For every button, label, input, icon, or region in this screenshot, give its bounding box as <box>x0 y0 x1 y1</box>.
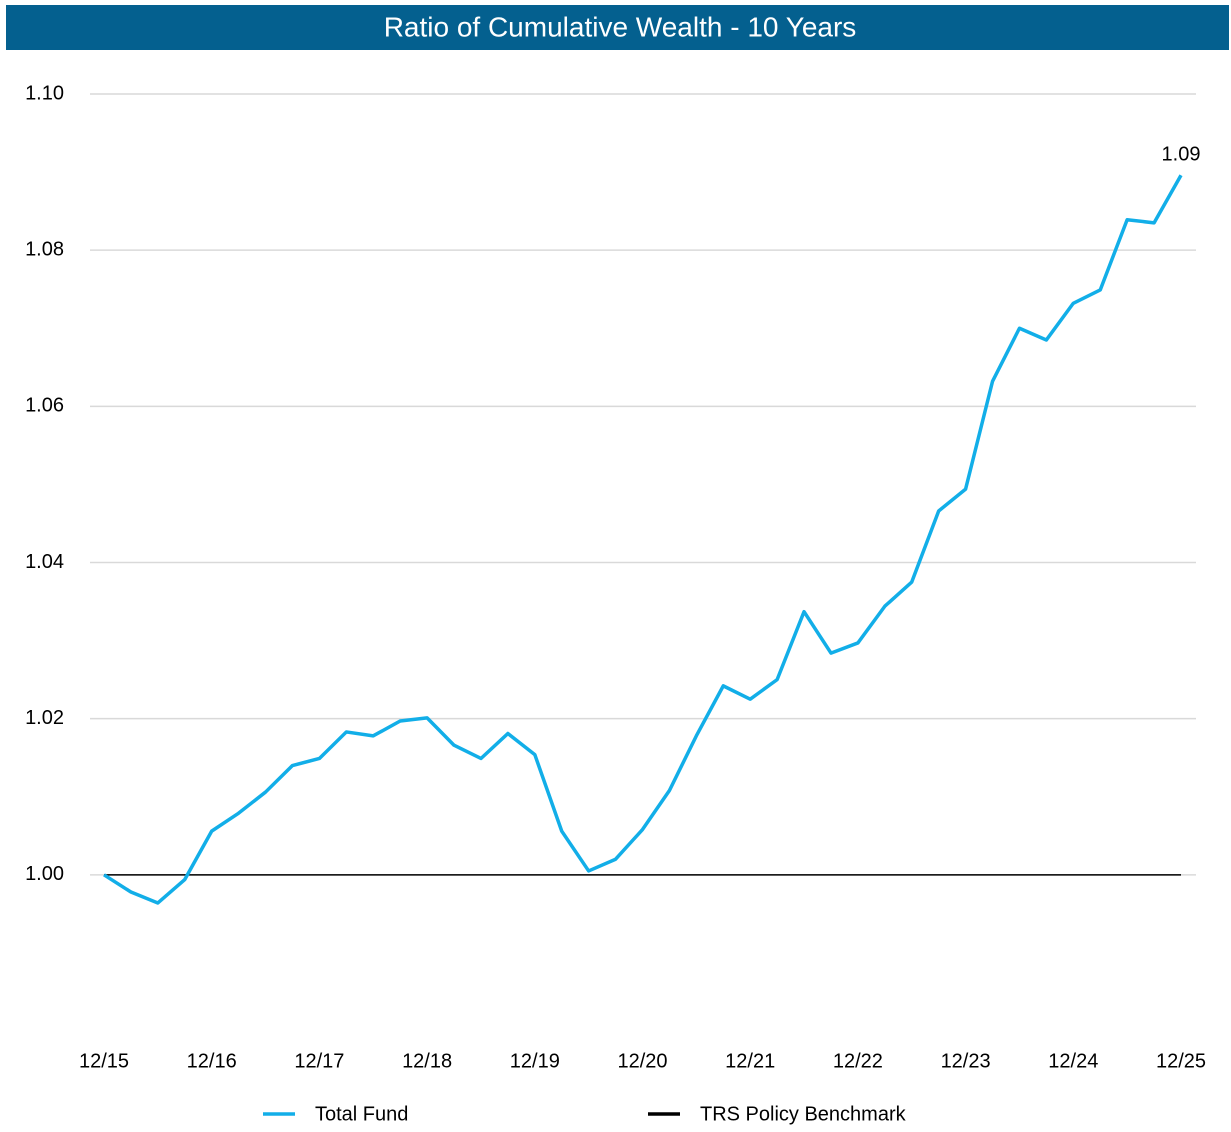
x-tick-label: 12/21 <box>725 1050 775 1072</box>
x-tick-label: 12/24 <box>1048 1050 1098 1072</box>
y-tick-label: 1.02 <box>25 707 64 729</box>
x-tick-label: 12/19 <box>510 1050 560 1072</box>
y-tick-label: 1.00 <box>25 863 64 885</box>
legend-label: Total Fund <box>315 1103 408 1125</box>
y-tick-label: 1.08 <box>25 238 64 260</box>
x-tick-label: 12/15 <box>79 1050 129 1072</box>
series-line <box>103 174 1183 905</box>
x-tick-label: 12/16 <box>187 1050 237 1072</box>
x-tick-label: 12/17 <box>294 1050 344 1072</box>
legend-label: TRS Policy Benchmark <box>700 1103 907 1125</box>
y-tick-label: 1.06 <box>25 395 64 417</box>
x-tick-label: 12/23 <box>941 1050 991 1072</box>
x-tick-label: 12/18 <box>402 1050 452 1072</box>
x-tick-label: 12/22 <box>833 1050 883 1072</box>
y-tick-label: 1.10 <box>25 82 64 104</box>
chart-title: Ratio of Cumulative Wealth - 10 Years <box>384 11 857 42</box>
x-tick-label: 12/20 <box>617 1050 667 1072</box>
y-tick-label: 1.04 <box>25 551 64 573</box>
title-bar <box>6 5 1229 50</box>
data-label: 1.09 <box>1162 143 1201 165</box>
x-tick-label: 12/25 <box>1156 1050 1206 1072</box>
